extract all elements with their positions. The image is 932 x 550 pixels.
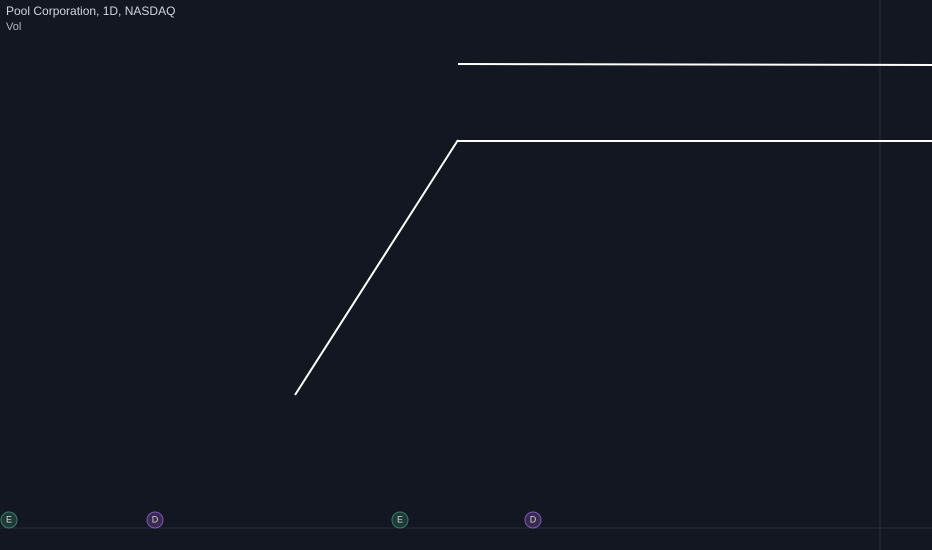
marker-label: D (152, 514, 159, 524)
event-markers: E D E D (0, 511, 542, 529)
trend-line (294, 139, 459, 396)
volume-label: Vol (6, 21, 21, 33)
marker-label: E (397, 514, 403, 524)
earnings-icon[interactable] (0, 511, 18, 529)
dividend-icon[interactable] (524, 511, 542, 529)
chart-title: Pool Corporation, 1D, NASDAQ (6, 4, 175, 18)
dividend-icon[interactable] (146, 511, 164, 529)
earnings-icon[interactable] (391, 511, 409, 529)
marker-label: E (6, 514, 12, 524)
channel-top (457, 63, 932, 66)
marker-label: D (530, 514, 537, 524)
